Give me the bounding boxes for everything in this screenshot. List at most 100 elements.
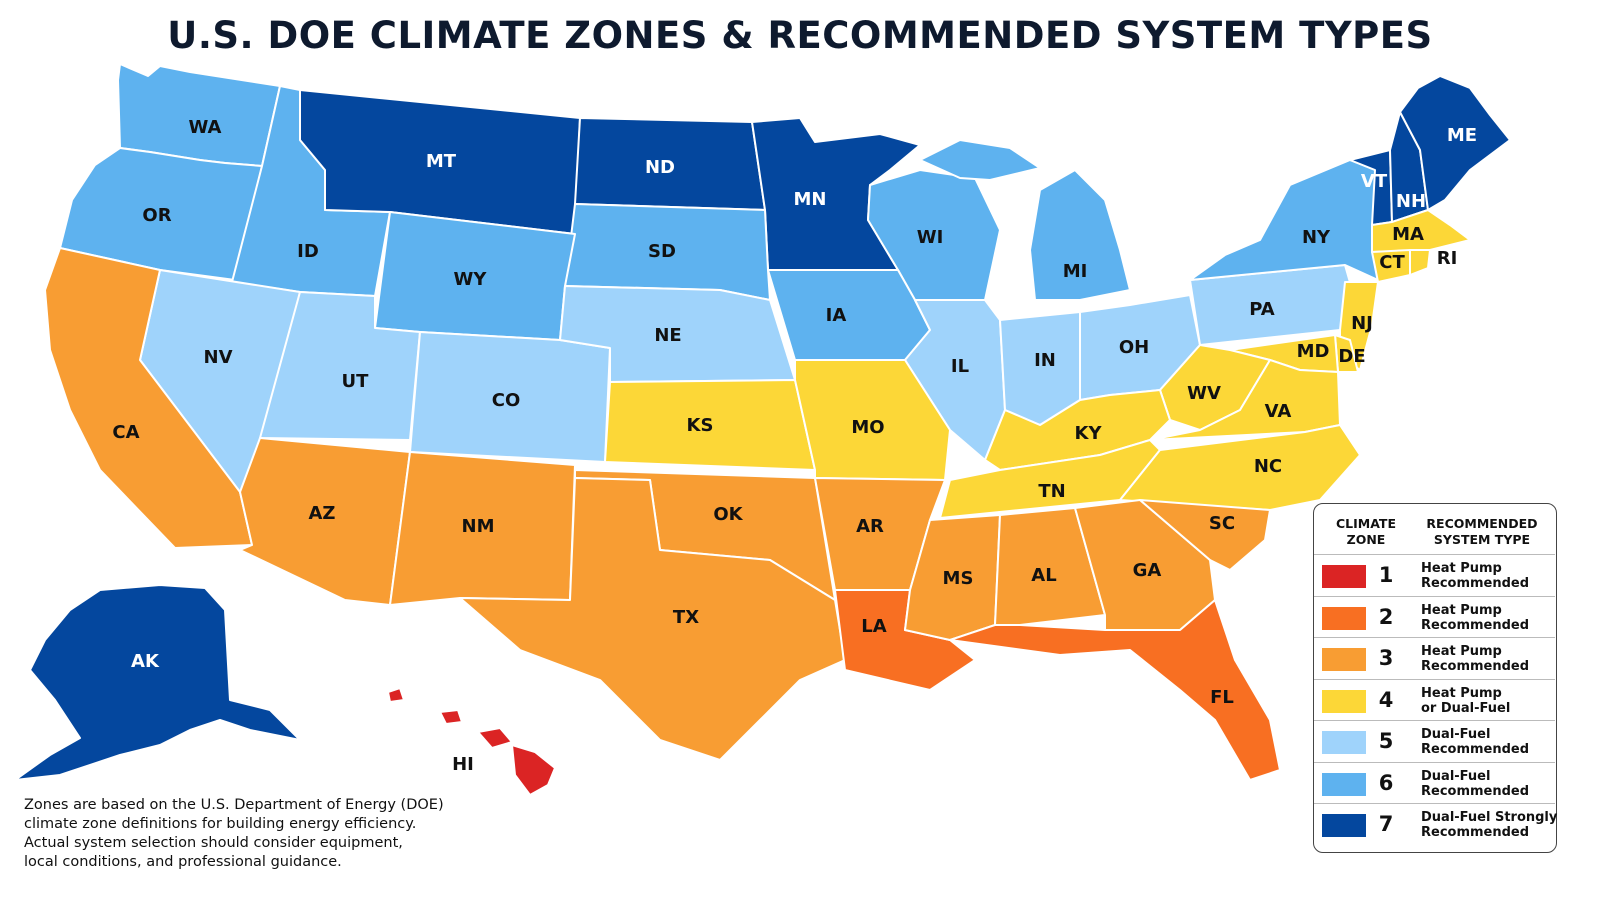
label-pa: PA xyxy=(1249,299,1275,320)
label-ms: MS xyxy=(943,568,974,589)
legend-row: 4 Heat Pump or Dual-Fuel xyxy=(1314,678,1555,721)
label-wa: WA xyxy=(189,117,222,138)
label-nd: ND xyxy=(645,157,675,178)
legend-row: 7 Dual-Fuel Strongly Recommended xyxy=(1314,803,1557,845)
legend-header-system-line: RECOMMENDED xyxy=(1426,516,1538,531)
state-co[interactable] xyxy=(409,331,611,463)
legend-zone-number: 1 xyxy=(1378,563,1394,587)
legend-header-system-line: SYSTEM TYPE xyxy=(1433,532,1531,547)
footnote-line: Actual system selection should consider … xyxy=(24,835,403,851)
legend-row: 5 Dual-Fuel Recommended xyxy=(1314,720,1555,762)
label-oh: OH xyxy=(1119,337,1149,358)
legend-swatch xyxy=(1322,565,1366,588)
legend-system-type: Heat Pump Recommended xyxy=(1421,603,1529,633)
legend-system-line: Heat Pump xyxy=(1421,685,1502,701)
state-mi-up[interactable] xyxy=(919,139,1041,181)
legend-system-line: or Dual-Fuel xyxy=(1421,700,1511,716)
label-ne: NE xyxy=(654,325,681,346)
legend-system-line: Dual-Fuel xyxy=(1421,768,1491,784)
state-ia[interactable] xyxy=(767,269,931,361)
legend-system-type: Dual-Fuel Strongly Recommended xyxy=(1421,810,1557,840)
label-me: ME xyxy=(1447,125,1477,146)
label-wy: WY xyxy=(454,269,488,290)
footnote: Zones are based on the U.S. Department o… xyxy=(24,796,464,872)
legend-zone-number: 4 xyxy=(1378,687,1394,712)
label-in: IN xyxy=(1034,350,1056,371)
label-ks: KS xyxy=(687,415,714,436)
legend-row: 6 Dual-Fuel Recommended xyxy=(1314,761,1555,804)
label-or: OR xyxy=(142,205,171,226)
footnote-line: Zones are based on the U.S. Department o… xyxy=(24,797,444,813)
legend-zone-number: 6 xyxy=(1378,770,1394,795)
label-ri: RI xyxy=(1437,248,1458,269)
map-title: U.S. DOE CLIMATE ZONES & RECOMMENDED SYS… xyxy=(167,14,1433,57)
legend-system-line: Recommended xyxy=(1421,825,1530,840)
state-me[interactable] xyxy=(1399,75,1511,211)
legend-header-zone: CLIMATE ZONE xyxy=(1320,516,1412,548)
legend-system-type: Heat Pump Recommended xyxy=(1421,644,1529,674)
state-fl[interactable] xyxy=(949,599,1281,781)
state-al[interactable] xyxy=(994,507,1106,626)
label-fl: FL xyxy=(1210,687,1234,708)
label-id: ID xyxy=(297,241,319,262)
label-hi: HI xyxy=(452,754,474,775)
state-tn[interactable] xyxy=(939,439,1161,519)
label-mo: MO xyxy=(851,417,884,438)
footnote-line: local conditions, and professional guida… xyxy=(24,854,342,870)
legend-zone-number: 7 xyxy=(1378,812,1394,836)
state-nc[interactable] xyxy=(1119,424,1361,511)
legend-system-line: Recommended xyxy=(1421,576,1530,591)
label-ok: OK xyxy=(713,504,743,525)
legend-system-type: Dual-Fuel Recommended xyxy=(1421,727,1529,757)
state-ca[interactable] xyxy=(44,247,253,549)
label-ak: AK xyxy=(131,651,160,672)
legend-system-type: Heat Pump or Dual-Fuel xyxy=(1421,686,1510,716)
legend-system-line: Heat Pump xyxy=(1421,602,1502,618)
legend-header-zone-line: ZONE xyxy=(1346,532,1386,547)
label-ma: MA xyxy=(1392,224,1424,245)
state-hi-kauai[interactable] xyxy=(387,687,405,703)
legend-row: 1 Heat Pump Recommended xyxy=(1314,554,1555,596)
state-hi-maui[interactable] xyxy=(477,727,513,749)
legend-system-type: Dual-Fuel Recommended xyxy=(1421,769,1529,799)
label-ia: IA xyxy=(826,305,847,326)
state-ak[interactable] xyxy=(14,584,301,781)
state-sc[interactable] xyxy=(1139,499,1271,571)
legend-system-line: Recommended xyxy=(1421,617,1530,633)
label-nh: NH xyxy=(1396,191,1426,212)
label-ga: GA xyxy=(1133,560,1162,581)
label-la: LA xyxy=(861,616,886,637)
label-md: MD xyxy=(1297,341,1330,362)
label-ca: CA xyxy=(112,422,139,443)
state-ny[interactable] xyxy=(1189,159,1379,281)
state-hi-big[interactable] xyxy=(511,744,556,796)
label-vt: VT xyxy=(1361,171,1388,192)
legend-zone-number: 5 xyxy=(1378,729,1394,753)
state-mi[interactable] xyxy=(1029,169,1131,301)
legend-swatch xyxy=(1322,606,1366,630)
footnote-line: climate zone definitions for building en… xyxy=(24,816,417,832)
label-mn: MN xyxy=(794,189,827,210)
state-ri[interactable] xyxy=(1409,249,1431,276)
legend-system-line: Recommended xyxy=(1421,742,1530,757)
legend-header-zone-line: CLIMATE xyxy=(1336,516,1396,531)
legend-system-line: Heat Pump xyxy=(1421,644,1502,659)
legend-zone-number: 2 xyxy=(1378,604,1394,629)
legend-header-system: RECOMMENDED SYSTEM TYPE xyxy=(1412,516,1552,548)
legend-system-line: Heat Pump xyxy=(1421,561,1502,576)
label-al: AL xyxy=(1031,565,1056,586)
legend-system-line: Dual-Fuel Strongly xyxy=(1421,810,1558,825)
label-ar: AR xyxy=(856,516,884,537)
state-hi-oahu[interactable] xyxy=(439,709,463,725)
legend: CLIMATE ZONE RECOMMENDED SYSTEM TYPE 1 He… xyxy=(1313,503,1557,853)
label-co: CO xyxy=(492,390,521,411)
label-ct: CT xyxy=(1379,252,1405,273)
legend-system-line: Recommended xyxy=(1421,783,1530,799)
legend-swatch xyxy=(1322,772,1366,796)
state-tx[interactable] xyxy=(459,477,846,761)
label-wv: WV xyxy=(1187,383,1221,404)
legend-zone-number: 3 xyxy=(1378,646,1394,670)
label-il: IL xyxy=(951,356,969,377)
legend-row: 2 Heat Pump Recommended xyxy=(1314,595,1555,638)
